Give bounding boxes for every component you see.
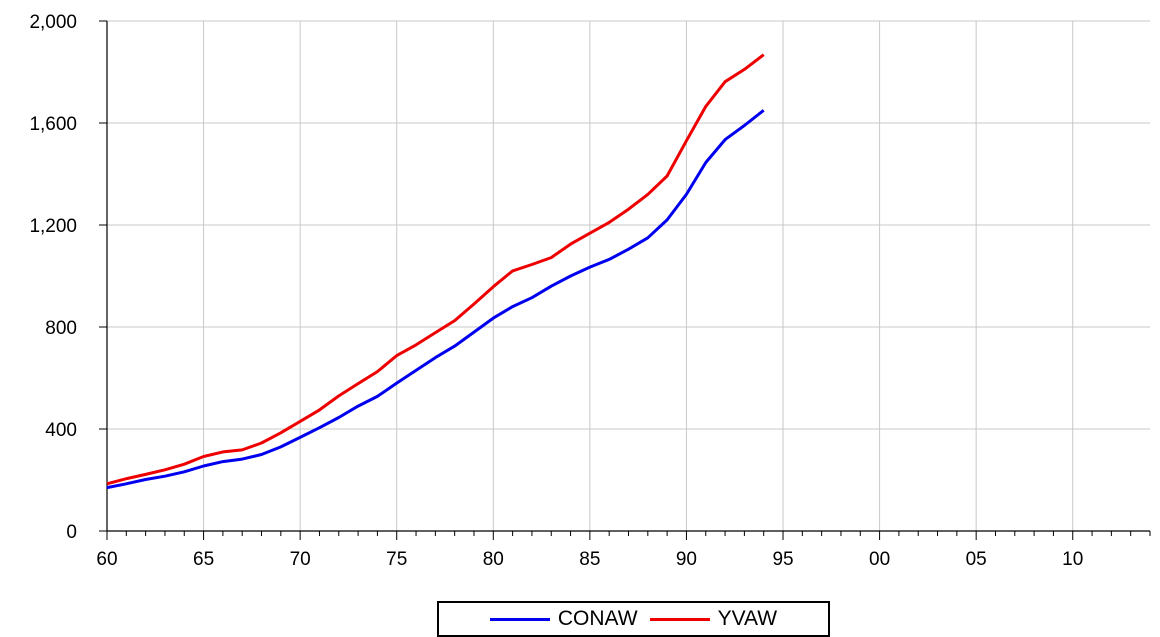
line-chart: 0 400 800 1,200 1,600 2,000 60 65 70 75 80 85 90 95 00…	[29, 12, 1151, 570]
legend-swatch-yvaw	[649, 617, 710, 621]
x-tick-label: 10	[1062, 549, 1083, 570]
tick-labels: 0 400 800 1,200 1,600 2,000 60 65 70 75 80 85 90 95 00…	[29, 12, 1083, 570]
legend-item-yvaw: YVAW	[649, 607, 778, 631]
y-tick-label: 2,000	[29, 12, 77, 33]
legend-label-yvaw: YVAW	[717, 607, 778, 630]
y-tick-label: 1,600	[29, 114, 77, 135]
x-tick-label: 80	[483, 549, 504, 570]
grid-lines	[107, 20, 1150, 531]
y-tick-label: 0	[66, 522, 77, 543]
series-line-conaw	[106, 109, 765, 490]
legend: CONAW YVAW	[437, 601, 830, 637]
x-tick-label: 85	[579, 549, 600, 570]
x-tick-label: 60	[96, 549, 117, 570]
y-tick-label: 400	[45, 420, 77, 441]
x-tick-label: 70	[290, 549, 311, 570]
y-tick-label: 800	[45, 318, 77, 339]
y-tick-label: 1,200	[29, 216, 77, 237]
axes	[99, 20, 1151, 540]
x-tick-label: 95	[772, 549, 793, 570]
x-tick-label: 75	[386, 549, 407, 570]
x-tick-label: 90	[676, 549, 697, 570]
series-lines	[106, 53, 765, 490]
legend-label-conaw: CONAW	[557, 607, 638, 630]
series-line-yvaw	[106, 53, 765, 486]
x-tick-label: 00	[869, 549, 890, 570]
legend-swatch-conaw	[489, 617, 550, 621]
x-tick-label: 05	[966, 549, 987, 570]
legend-item-conaw: CONAW	[489, 607, 638, 631]
x-tick-label: 65	[193, 549, 214, 570]
